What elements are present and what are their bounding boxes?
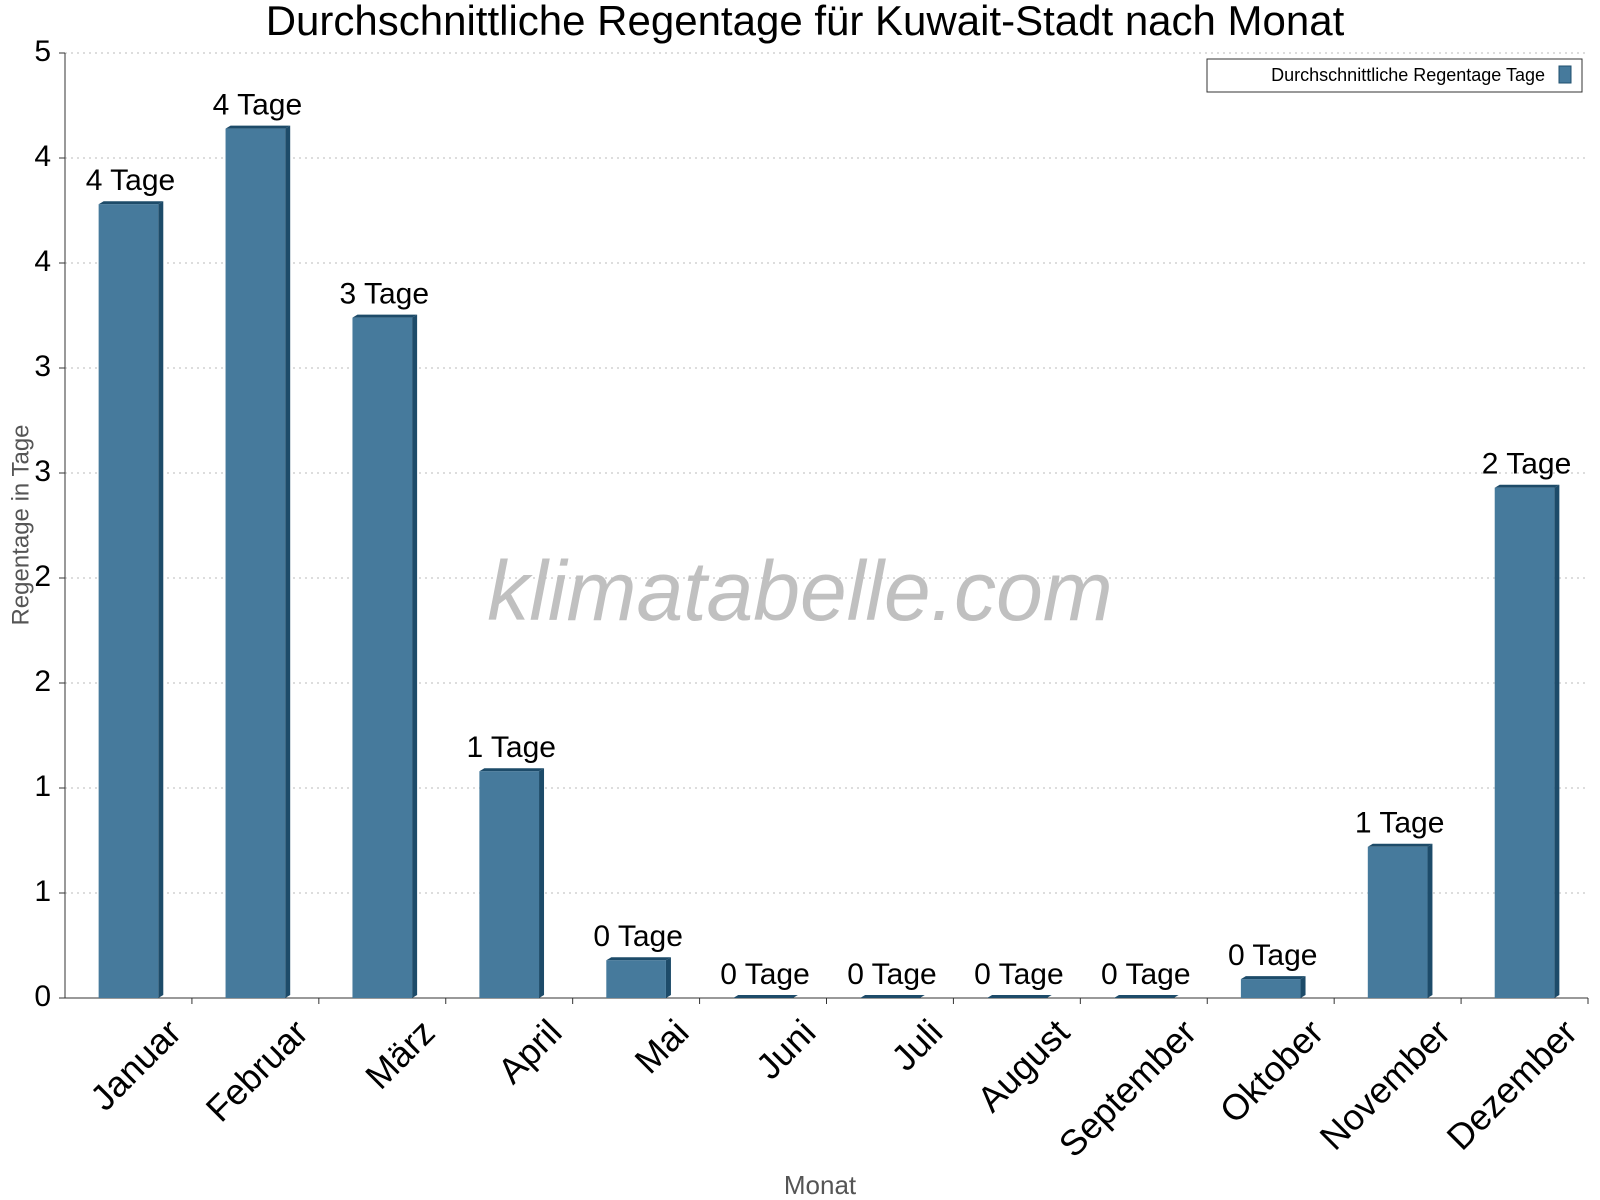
data-label: 4 Tage <box>213 89 303 122</box>
bar <box>1367 846 1428 998</box>
x-tick-label: September <box>1051 1011 1205 1165</box>
bar <box>606 960 666 998</box>
y-tick-label: 3 <box>34 350 51 383</box>
x-tick-label: Mai <box>626 1011 696 1081</box>
x-axis-label: Monat <box>784 1170 857 1200</box>
data-label: 0 Tage <box>593 920 683 953</box>
bar <box>479 771 540 998</box>
bar-side <box>158 201 164 998</box>
watermark: klimatabelle.com <box>487 544 1113 638</box>
bar-top <box>1240 976 1306 980</box>
bar <box>98 204 159 998</box>
bar <box>352 317 413 999</box>
bar-top <box>479 768 545 772</box>
bar-side <box>412 314 418 999</box>
data-label: 0 Tage <box>1228 939 1318 972</box>
bar-top <box>352 314 418 318</box>
data-label: 0 Tage <box>1101 958 1191 991</box>
bar-side <box>665 957 671 998</box>
y-tick-label: 2 <box>34 560 51 593</box>
legend-label: Durchschnittliche Regentage Tage <box>1271 65 1545 85</box>
legend-box <box>1206 58 1583 93</box>
bar-top <box>733 995 798 998</box>
data-label: 0 Tage <box>720 958 810 991</box>
bar-side <box>539 768 545 998</box>
y-tick-label: 3 <box>34 455 51 488</box>
bar-side <box>1554 484 1560 998</box>
x-tick-label: Dezember <box>1439 1011 1585 1157</box>
x-tick-label: Juli <box>883 1011 950 1078</box>
x-tick-label: Oktober <box>1212 1011 1332 1131</box>
bar-top <box>225 125 291 129</box>
x-tick-label: November <box>1312 1011 1458 1157</box>
bar-top <box>606 957 671 961</box>
bar-top <box>1494 484 1560 488</box>
bar-top <box>860 995 925 998</box>
bar-top <box>987 995 1052 998</box>
x-tick-label: April <box>490 1011 570 1091</box>
data-label: 1 Tage <box>1355 807 1445 840</box>
x-tick-label: August <box>969 1011 1077 1119</box>
y-tick-label: 0 <box>34 980 51 1013</box>
x-tick-label: Januar <box>82 1011 189 1118</box>
y-tick-label: 5 <box>34 35 51 68</box>
data-label: 3 Tage <box>340 278 430 311</box>
bar-side <box>1427 843 1433 998</box>
y-tick-label: 4 <box>34 245 51 278</box>
data-label: 4 Tage <box>86 164 176 197</box>
chart-title: Durchschnittliche Regentage für Kuwait-S… <box>266 0 1345 44</box>
y-axis-label: Regentage in Tage <box>7 424 34 625</box>
legend-swatch <box>1558 65 1572 84</box>
data-label: 0 Tage <box>974 958 1064 991</box>
y-tick-label: 1 <box>34 875 51 908</box>
bar <box>225 128 286 999</box>
bar-top <box>1113 995 1179 998</box>
bar-top <box>1367 843 1433 847</box>
data-label: 1 Tage <box>466 731 556 764</box>
legend: Durchschnittliche Regentage Tage <box>1206 58 1583 93</box>
x-tick-label: März <box>357 1011 443 1097</box>
bar <box>1494 487 1555 998</box>
y-tick-label: 4 <box>34 140 51 173</box>
x-tick-label: Februar <box>198 1011 316 1129</box>
y-tick-label: 2 <box>34 665 51 698</box>
y-tick-label: 1 <box>34 770 51 803</box>
x-tick-label: Juni <box>748 1011 824 1087</box>
bar-side <box>1300 976 1306 998</box>
data-label: 0 Tage <box>847 958 937 991</box>
bar <box>1240 979 1301 998</box>
bar-side <box>285 125 291 999</box>
bar-top <box>98 201 164 205</box>
data-label: 2 Tage <box>1482 448 1572 481</box>
